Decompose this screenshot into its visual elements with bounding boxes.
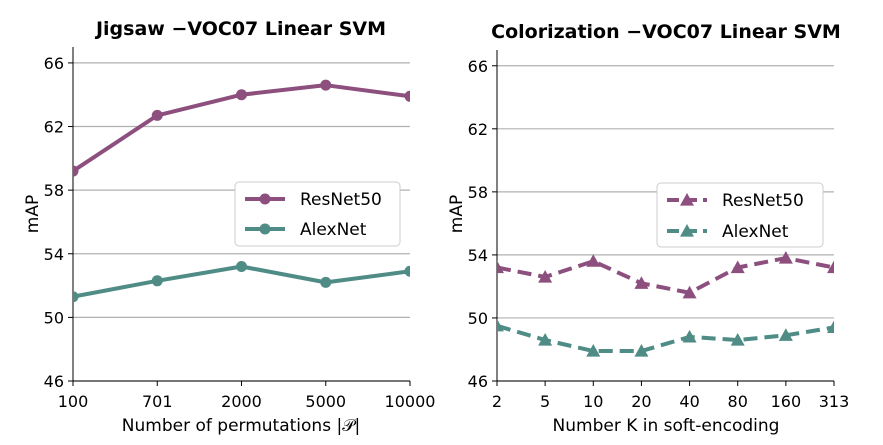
series-layer <box>497 251 834 357</box>
x-tick-label: 10 <box>583 392 603 411</box>
data-point <box>497 260 504 274</box>
y-tick-label: 62 <box>44 118 64 137</box>
x-tick-label: 2 <box>492 392 502 411</box>
chart-title: Jigsaw −VOC07 Linear SVM <box>94 18 386 40</box>
x-tick-label: 20 <box>631 392 651 411</box>
series-layer <box>73 79 410 303</box>
data-point <box>778 251 793 264</box>
data-point <box>634 344 649 357</box>
data-point <box>73 291 79 303</box>
chart-title: Colorization −VOC07 Linear SVM <box>491 21 841 43</box>
data-point <box>682 329 697 343</box>
data-point <box>73 165 79 177</box>
legend-marker <box>259 223 271 235</box>
data-point <box>538 333 553 346</box>
y-ticks: 46 50 54 58 62 66 <box>468 57 497 391</box>
y-tick-label: 50 <box>468 309 488 328</box>
x-ticks: 100 701 2000 5000 10000 <box>58 381 436 411</box>
legend: ResNet50 AlexNet <box>234 181 401 247</box>
data-point <box>538 269 553 283</box>
data-point <box>778 328 793 341</box>
chart-jigsaw: Jigsaw −VOC07 Linear SVM 46 50 54 58 62 66 10… <box>23 18 435 436</box>
x-tick-label: 5000 <box>305 392 346 411</box>
y-tick-label: 50 <box>44 308 64 327</box>
data-point <box>730 260 745 274</box>
x-tick-label: 10000 <box>385 392 436 411</box>
y-axis-label: mAP <box>23 195 43 233</box>
legend-label: AlexNet <box>722 222 789 242</box>
data-point <box>497 318 504 332</box>
y-tick-label: 66 <box>468 57 488 76</box>
legend-label: ResNet50 <box>722 191 804 211</box>
legend-label: AlexNet <box>300 220 367 240</box>
series-line-resnet50 <box>497 256 834 295</box>
x-tick-label: 40 <box>679 392 699 411</box>
data-point <box>730 333 745 346</box>
data-point <box>236 89 247 101</box>
y-tick-label: 66 <box>44 54 64 73</box>
legend-marker <box>680 224 694 237</box>
legend-marker <box>680 193 694 206</box>
series-line-alexnet <box>497 323 834 354</box>
x-tick-label: 313 <box>819 392 850 411</box>
data-point <box>320 276 332 288</box>
data-point <box>586 254 601 267</box>
x-tick-label: 100 <box>58 392 89 411</box>
data-point <box>320 79 332 91</box>
y-tick-label: 46 <box>44 372 64 391</box>
data-point <box>236 260 247 272</box>
x-tick-label: 2000 <box>221 392 262 411</box>
data-point <box>404 265 410 277</box>
chart-colorization: Colorization −VOC07 Linear SVM 46 50 54 58 6… <box>447 21 849 436</box>
y-tick-label: 58 <box>44 181 64 200</box>
legend-label: ResNet50 <box>300 190 382 210</box>
legend-marker <box>259 193 271 205</box>
data-point <box>634 276 649 289</box>
x-tick-label: 80 <box>728 392 748 411</box>
data-point <box>586 344 601 357</box>
x-axis-label: Number K in soft-encoding <box>553 416 780 436</box>
y-axis-label: mAP <box>447 195 467 233</box>
data-point <box>404 90 410 102</box>
y-ticks: 46 50 54 58 62 66 <box>44 54 73 391</box>
y-tick-label: 62 <box>468 120 488 139</box>
y-tick-label: 58 <box>468 183 488 202</box>
x-axis-label: Number of permutations |𝒫| <box>122 416 360 436</box>
y-tick-label: 54 <box>468 246 488 265</box>
x-tick-label: 701 <box>142 392 173 411</box>
data-point <box>151 109 163 121</box>
data-point <box>151 275 163 287</box>
x-ticks: 2 5 10 20 40 80 160 313 <box>492 381 849 411</box>
x-tick-label: 160 <box>771 392 802 411</box>
legend-box <box>656 182 824 248</box>
data-point <box>827 320 834 334</box>
data-point <box>827 260 834 274</box>
y-tick-label: 54 <box>44 245 64 264</box>
data-point <box>682 285 697 299</box>
legend: ResNet50 AlexNet <box>656 182 824 248</box>
y-tick-label: 46 <box>468 372 488 391</box>
x-tick-label: 5 <box>540 392 550 411</box>
